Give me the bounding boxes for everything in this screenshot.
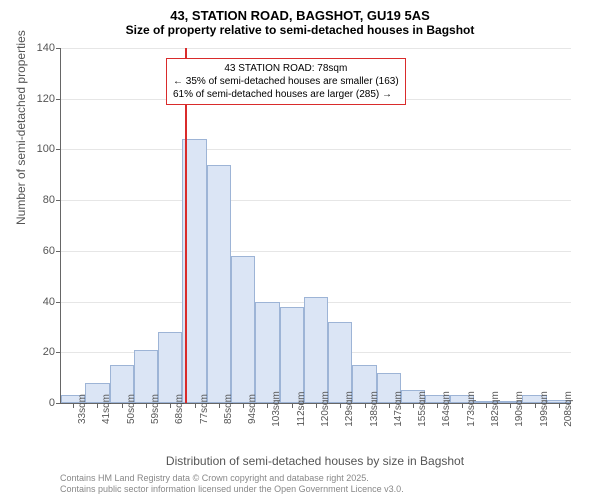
y-tick-mark bbox=[56, 200, 61, 201]
grid-line bbox=[61, 48, 571, 49]
x-tick-mark bbox=[219, 403, 220, 408]
x-tick-mark bbox=[510, 403, 511, 408]
y-tick-label: 140 bbox=[37, 42, 55, 54]
y-tick-mark bbox=[56, 302, 61, 303]
x-tick-mark bbox=[365, 403, 366, 408]
y-tick-mark bbox=[56, 352, 61, 353]
x-tick-mark bbox=[73, 403, 74, 408]
x-tick-mark bbox=[340, 403, 341, 408]
chart-title: 43, STATION ROAD, BAGSHOT, GU19 5AS bbox=[0, 0, 600, 23]
x-tick-label: 208sqm bbox=[563, 391, 574, 427]
y-tick-label: 40 bbox=[43, 296, 55, 308]
annotation-line: 61% of semi-detached houses are larger (… bbox=[173, 88, 399, 101]
y-tick-mark bbox=[56, 403, 61, 404]
x-tick-mark bbox=[535, 403, 536, 408]
x-tick-mark bbox=[437, 403, 438, 408]
x-axis-label: Distribution of semi-detached houses by … bbox=[60, 454, 570, 468]
bar bbox=[304, 297, 328, 404]
grid-line bbox=[61, 149, 571, 150]
annotation-line: 43 STATION ROAD: 78sqm bbox=[173, 62, 399, 75]
bar bbox=[255, 302, 279, 403]
chart-container: 43, STATION ROAD, BAGSHOT, GU19 5AS Size… bbox=[0, 0, 600, 500]
x-tick-mark bbox=[389, 403, 390, 408]
attribution-line2: Contains public sector information licen… bbox=[60, 484, 404, 496]
bar bbox=[207, 165, 231, 403]
x-tick-mark bbox=[292, 403, 293, 408]
y-tick-label: 120 bbox=[37, 93, 55, 105]
grid-line bbox=[61, 200, 571, 201]
bar bbox=[231, 256, 255, 403]
annotation-line: ← 35% of semi-detached houses are smalle… bbox=[173, 75, 399, 88]
y-tick-mark bbox=[56, 48, 61, 49]
x-tick-mark bbox=[243, 403, 244, 408]
x-tick-mark bbox=[413, 403, 414, 408]
attribution-line1: Contains HM Land Registry data © Crown c… bbox=[60, 473, 404, 485]
x-tick-label: 182sqm bbox=[490, 391, 501, 427]
y-tick-mark bbox=[56, 251, 61, 252]
x-tick-mark bbox=[170, 403, 171, 408]
y-tick-label: 100 bbox=[37, 143, 55, 155]
x-tick-mark bbox=[559, 403, 560, 408]
y-tick-label: 20 bbox=[43, 346, 55, 358]
x-tick-mark bbox=[195, 403, 196, 408]
y-tick-mark bbox=[56, 99, 61, 100]
x-tick-mark bbox=[267, 403, 268, 408]
bar bbox=[280, 307, 304, 403]
x-tick-mark bbox=[462, 403, 463, 408]
x-tick-label: 173sqm bbox=[466, 391, 477, 427]
x-tick-mark bbox=[316, 403, 317, 408]
bar bbox=[158, 332, 182, 403]
y-tick-label: 60 bbox=[43, 245, 55, 257]
plot-area: 02040608010012014033sqm41sqm50sqm59sqm68… bbox=[60, 48, 571, 404]
x-tick-label: 199sqm bbox=[539, 391, 550, 427]
x-tick-mark bbox=[97, 403, 98, 408]
x-tick-mark bbox=[486, 403, 487, 408]
x-tick-mark bbox=[146, 403, 147, 408]
annotation-box: 43 STATION ROAD: 78sqm← 35% of semi-deta… bbox=[166, 58, 406, 105]
x-tick-mark bbox=[122, 403, 123, 408]
y-axis-label: Number of semi-detached properties bbox=[14, 30, 28, 225]
y-tick-label: 0 bbox=[49, 397, 55, 409]
y-tick-label: 80 bbox=[43, 194, 55, 206]
chart-subtitle: Size of property relative to semi-detach… bbox=[0, 23, 600, 41]
y-tick-mark bbox=[56, 149, 61, 150]
attribution: Contains HM Land Registry data © Crown c… bbox=[60, 473, 404, 496]
grid-line bbox=[61, 251, 571, 252]
